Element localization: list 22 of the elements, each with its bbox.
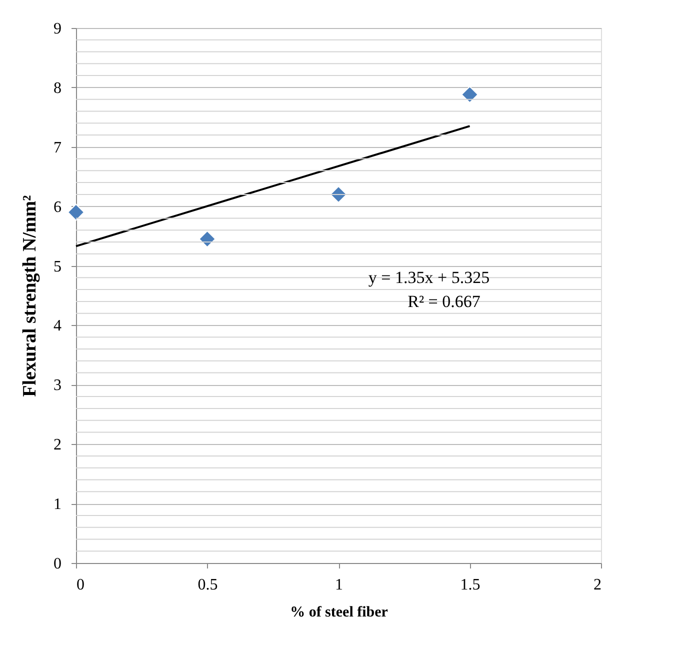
x-axis-title: % of steel fiber [290, 604, 388, 620]
y-tick-label: 3 [54, 377, 62, 394]
y-tick-label: 8 [54, 80, 62, 97]
x-tick-label: 2 [594, 576, 602, 594]
y-tick-label: 9 [54, 20, 62, 38]
y-tick-label: 1 [54, 496, 62, 514]
annotation: R² = 0.667 [408, 292, 481, 311]
y-tick-label: 5 [54, 258, 62, 276]
y-tick-label: 4 [54, 318, 62, 335]
y-tick-label: 2 [54, 436, 62, 454]
x-tick-label: 1.5 [460, 576, 480, 594]
x-tick-label: 0 [76, 576, 84, 594]
y-tick-label: 6 [54, 198, 62, 216]
x-tick-label: 0.5 [198, 576, 218, 594]
y-axis-title: Flexural strength N/mm² [20, 194, 40, 397]
point [198, 230, 216, 248]
point [461, 86, 478, 104]
x-tick-label: 1 [335, 576, 343, 594]
annotation: y = 1.35x + 5.325 [368, 268, 490, 287]
point [67, 204, 85, 221]
y-tick-label: 0 [54, 556, 62, 572]
y-tick-label: 7 [54, 139, 62, 156]
